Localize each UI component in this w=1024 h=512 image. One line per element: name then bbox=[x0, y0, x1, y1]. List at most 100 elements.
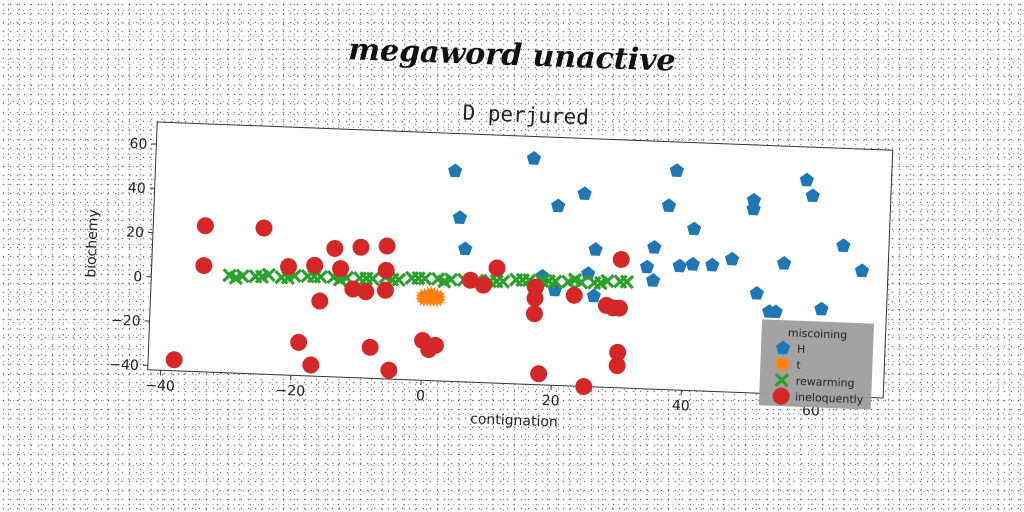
point-rewarming bbox=[411, 270, 426, 286]
point-rewarming bbox=[593, 275, 609, 291]
point-H bbox=[814, 301, 829, 316]
point-ineloquently bbox=[280, 258, 298, 276]
point-ineloquently bbox=[311, 292, 329, 310]
point-rewarming bbox=[567, 272, 583, 288]
point-ineloquently bbox=[302, 356, 320, 374]
point-ineloquently bbox=[376, 281, 394, 299]
point-ineloquently bbox=[426, 336, 444, 354]
x-tick-label: 20 bbox=[541, 393, 559, 410]
point-ineloquently bbox=[462, 271, 480, 289]
point-ineloquently bbox=[380, 361, 398, 379]
y-axis-ticks: −40 −20 0 20 40 60 bbox=[109, 136, 157, 374]
point-H bbox=[724, 251, 740, 266]
point-ineloquently bbox=[565, 286, 583, 304]
point-H bbox=[854, 263, 870, 278]
point-ineloquently bbox=[377, 261, 395, 279]
point-H bbox=[458, 241, 473, 256]
point-ineloquently bbox=[378, 237, 396, 255]
plot-area bbox=[147, 121, 894, 399]
point-rewarming bbox=[541, 273, 557, 289]
point-H bbox=[452, 210, 468, 225]
point-H bbox=[687, 221, 702, 236]
point-ineloquently bbox=[196, 217, 214, 235]
point-ineloquently bbox=[357, 283, 375, 301]
point-ineloquently bbox=[195, 257, 213, 275]
x-axis-ticks: −40 −20 0 20 40 60 bbox=[145, 370, 820, 420]
point-H bbox=[640, 259, 655, 274]
point-H bbox=[645, 273, 661, 287]
point-H bbox=[588, 242, 603, 256]
y-tick-label: 0 bbox=[133, 269, 143, 285]
y-tick-label: 40 bbox=[128, 180, 146, 197]
point-H bbox=[551, 198, 566, 213]
point-ineloquently bbox=[530, 365, 548, 383]
legend-label-rewarming: rewarming bbox=[795, 375, 854, 390]
point-rewarming bbox=[619, 274, 635, 290]
point-rewarming bbox=[515, 272, 530, 288]
point-ineloquently bbox=[332, 260, 350, 278]
point-t bbox=[428, 289, 447, 308]
point-rewarming bbox=[489, 273, 504, 289]
y-tick-label: −20 bbox=[111, 313, 141, 330]
legend-marker-H bbox=[775, 340, 791, 355]
point-H bbox=[836, 238, 851, 253]
point-ineloquently bbox=[290, 333, 308, 351]
point-ineloquently bbox=[306, 256, 324, 274]
x-tick-label: −40 bbox=[145, 378, 175, 395]
legend-marker-t bbox=[773, 355, 792, 374]
x-tick-label: 40 bbox=[672, 398, 690, 415]
point-ineloquently bbox=[612, 250, 630, 268]
point-H bbox=[577, 186, 592, 200]
point-H bbox=[685, 256, 700, 271]
point-H bbox=[799, 172, 815, 187]
x-axis-label: contignation bbox=[470, 411, 558, 430]
legend-box bbox=[758, 319, 875, 410]
y-tick-label: −40 bbox=[109, 357, 139, 374]
point-H bbox=[586, 288, 601, 303]
point-ineloquently bbox=[526, 289, 544, 307]
point-H bbox=[672, 258, 687, 273]
point-ineloquently bbox=[610, 299, 628, 317]
legend-title: miscoining bbox=[788, 326, 848, 341]
point-H bbox=[805, 188, 820, 203]
point-ineloquently bbox=[525, 305, 543, 323]
point-ineloquently bbox=[575, 378, 593, 396]
plot-marks bbox=[165, 151, 870, 396]
y-tick-label: 20 bbox=[126, 225, 144, 242]
legend-label-t: t bbox=[796, 359, 801, 372]
y-axis-label: biochemy bbox=[83, 209, 102, 278]
point-ineloquently bbox=[488, 259, 506, 277]
chart-title: D perjured bbox=[462, 101, 589, 130]
point-H bbox=[705, 257, 720, 272]
legend-label-ineloquently: ineloquently bbox=[795, 391, 864, 407]
point-ineloquently bbox=[608, 357, 626, 375]
point-ineloquently bbox=[255, 219, 273, 237]
point-ineloquently bbox=[326, 239, 344, 257]
point-H bbox=[669, 163, 685, 178]
point-ineloquently bbox=[352, 238, 370, 256]
point-ineloquently bbox=[361, 338, 379, 356]
legend-label-H: H bbox=[797, 343, 806, 356]
point-H bbox=[448, 163, 463, 178]
point-H bbox=[647, 239, 662, 254]
point-ineloquently bbox=[165, 351, 183, 369]
point-ineloquently bbox=[344, 280, 362, 298]
legend-marker-rewarming bbox=[774, 372, 790, 388]
point-ineloquently bbox=[474, 276, 492, 294]
point-rewarming bbox=[437, 274, 452, 289]
legend-marker-ineloquently bbox=[772, 387, 790, 405]
point-rewarming bbox=[228, 270, 244, 286]
point-t bbox=[421, 285, 440, 304]
point-H bbox=[777, 256, 792, 270]
point-H bbox=[768, 304, 783, 319]
point-rewarming bbox=[254, 269, 270, 284]
point-H bbox=[749, 286, 765, 300]
point-H bbox=[581, 266, 596, 280]
point-ineloquently bbox=[609, 343, 627, 361]
point-H bbox=[746, 192, 762, 207]
point-H bbox=[661, 198, 677, 213]
point-rewarming bbox=[358, 271, 374, 286]
x-tick-label: −20 bbox=[275, 383, 305, 400]
